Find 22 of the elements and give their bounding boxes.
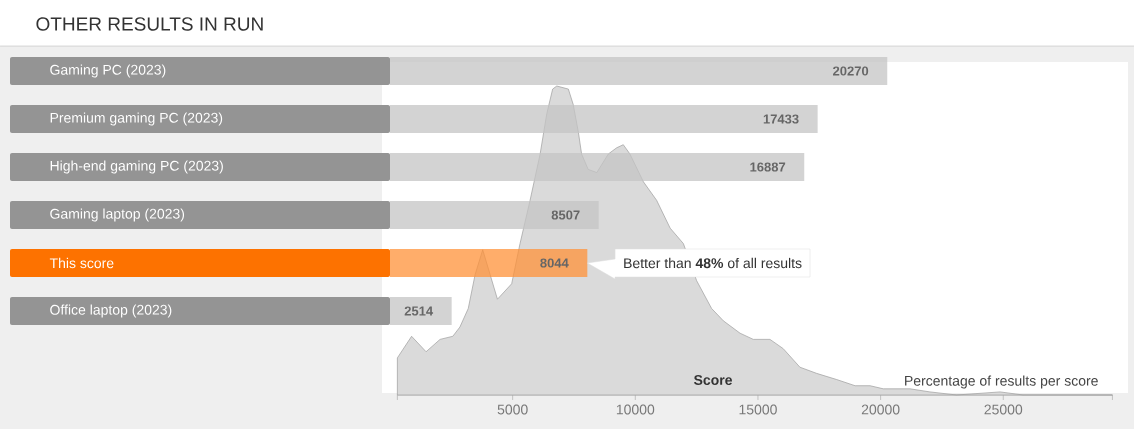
y-tick-label: Premium gaming PC (2023) [50, 112, 223, 126]
y-axis-title: Percentage of results per score [905, 375, 1098, 389]
x-tick-label: 5000 [497, 404, 528, 415]
data-label: 8044 [540, 258, 569, 268]
x-axis-title: Score [693, 375, 732, 385]
x-tick-label: 25000 [984, 404, 1023, 415]
data-label: 17433 [763, 114, 799, 124]
data-label: 2514 [404, 306, 434, 316]
data-label: 8507 [551, 210, 580, 220]
bar [390, 297, 452, 326]
y-tick-label: This score [49, 257, 114, 269]
data-label: 20270 [833, 66, 869, 76]
y-tick-label: Gaming laptop (2023) [50, 208, 185, 222]
x-tick-label: 15000 [739, 404, 777, 415]
text: OTHER RESULTS IN RUN [36, 17, 263, 31]
y-tick-label: Office laptop (2023) [50, 304, 172, 318]
data-label: 16887 [750, 162, 786, 172]
y-tick-label: High-end gaming PC (2023) [50, 160, 223, 174]
y-tick-label: Gaming PC (2023) [50, 64, 166, 78]
x-tick-label: 10000 [616, 404, 655, 415]
x-tick-label: 20000 [861, 404, 900, 415]
annotation: Better than 48% of all results [624, 257, 802, 269]
